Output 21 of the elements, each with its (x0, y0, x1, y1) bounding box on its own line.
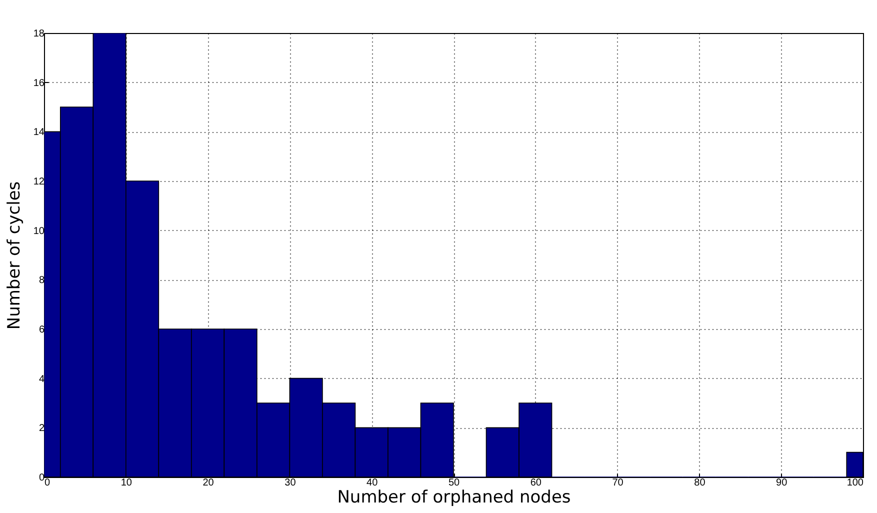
y-tick-label: 2 (38, 423, 45, 434)
x-tick-label: 90 (776, 478, 788, 488)
y-tick-label: 10 (33, 226, 45, 237)
y-tick-label: 16 (33, 78, 45, 89)
y-tick-label: 18 (33, 28, 45, 40)
y-tick-label: 6 (38, 324, 45, 336)
y-tick-label: 8 (38, 275, 45, 286)
x-tick-label: 70 (612, 478, 624, 488)
y-tick-label: 12 (33, 176, 45, 188)
x-tick-label: 40 (366, 478, 378, 488)
x-tick-label: 50 (448, 478, 460, 488)
x-tick-label: 100 (846, 478, 864, 488)
y-tick-label: 14 (33, 127, 45, 138)
x-axis-title: Number of orphaned nodes (337, 488, 571, 508)
x-tick-label: 80 (694, 478, 706, 488)
x-tick-label: 20 (202, 478, 214, 488)
x-tick-label: 60 (530, 478, 542, 488)
x-tick-label: 10 (120, 478, 132, 488)
y-axis-title: Number of cycles (4, 181, 24, 330)
x-tick-label: 30 (284, 478, 296, 488)
y-tick-label: 4 (38, 374, 45, 385)
